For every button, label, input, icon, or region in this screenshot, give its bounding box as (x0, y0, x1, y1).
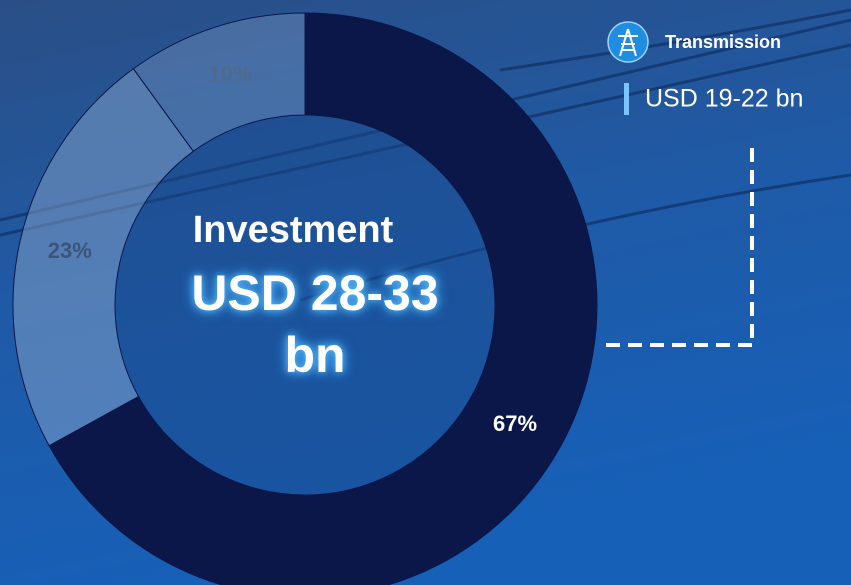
transmission-icon (607, 21, 649, 63)
annotation-text: USD 19-22 bn (645, 85, 803, 113)
value-label: 67% (493, 411, 537, 436)
inner-disk (115, 115, 495, 495)
center-title: Investment (193, 209, 394, 251)
annotation-title: Transmission (665, 32, 781, 52)
value-label: 10% (209, 62, 253, 87)
annotation-bar (624, 83, 629, 115)
tower-glyph (618, 28, 638, 57)
donut-segment (132, 12, 306, 152)
value-label: 23% (48, 238, 92, 263)
donut-segment (48, 12, 598, 585)
center-value: USD 28-33 bn (191, 265, 439, 383)
donut-segment (12, 68, 195, 447)
